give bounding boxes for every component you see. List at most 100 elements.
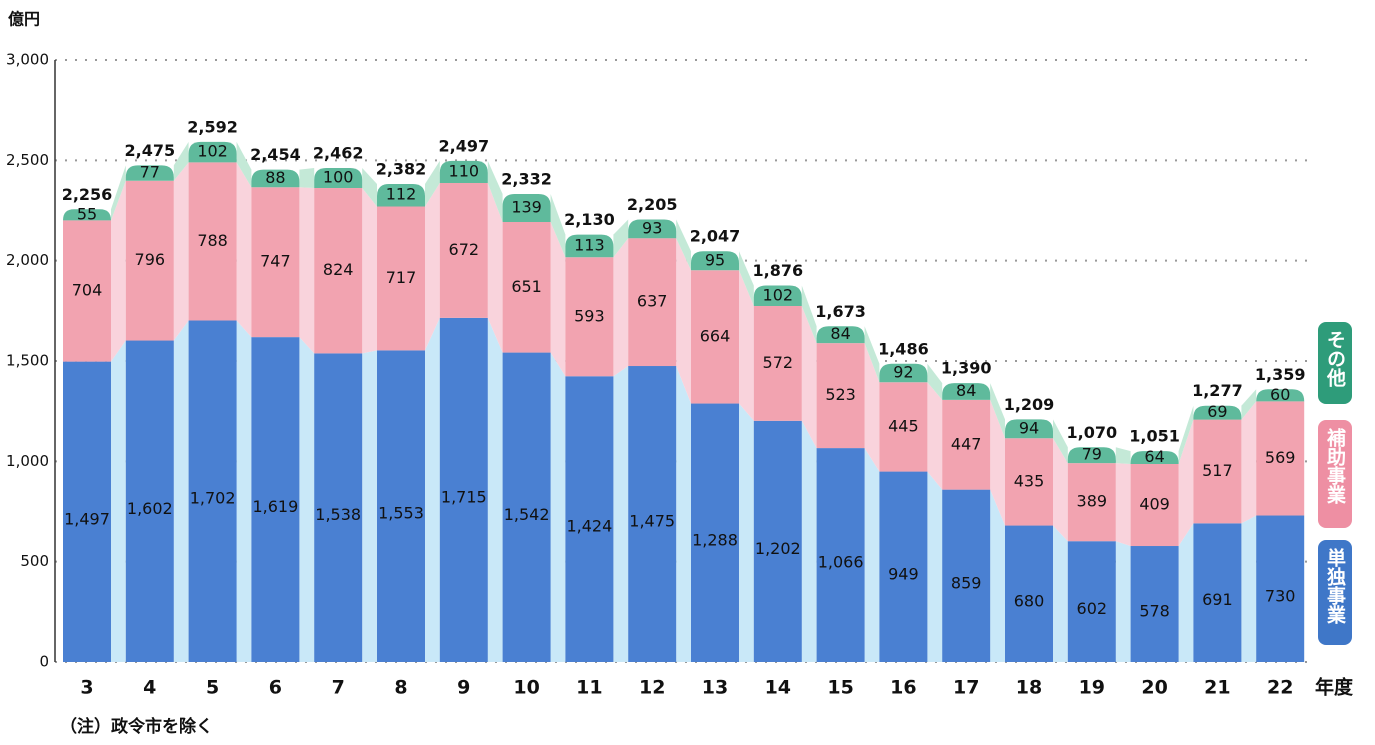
area: [1241, 515, 1257, 662]
x-unit: 年度: [1315, 676, 1354, 699]
value-label: 113: [574, 235, 605, 254]
value-label: 389: [1077, 492, 1108, 511]
value-label: 1,602: [127, 499, 173, 518]
bar-segment: [314, 353, 363, 662]
total-label: 2,332: [501, 170, 552, 189]
area: [1053, 438, 1068, 542]
value-label: 523: [825, 385, 856, 404]
bar-segment: [565, 376, 614, 662]
bar-segment: [879, 363, 928, 383]
legend-label: 補助事業: [1324, 427, 1347, 505]
area: [362, 350, 377, 662]
area: [299, 337, 315, 662]
area: [111, 340, 126, 662]
x-tick-label: 9: [457, 677, 470, 699]
x-tick-label: 14: [765, 677, 791, 699]
total-label: 2,382: [376, 160, 427, 179]
value-label: 84: [956, 381, 976, 400]
legend-label: 単独事業: [1324, 547, 1347, 625]
area: [613, 366, 629, 662]
y-tick-label: 500: [20, 552, 49, 570]
bar-segment: [377, 184, 425, 207]
bar-segment: [628, 366, 677, 662]
bar-segment: [63, 209, 111, 221]
value-label: 1,066: [818, 553, 864, 572]
value-label: 691: [1202, 590, 1233, 609]
bar-segment: [377, 350, 425, 662]
x-tick-label: 11: [576, 677, 602, 699]
value-label: 747: [260, 252, 291, 271]
value-label: 1,702: [190, 489, 236, 508]
bar-segment: [188, 320, 237, 662]
value-label: 112: [386, 185, 417, 204]
area: [487, 317, 503, 662]
bar-segment: [1005, 419, 1053, 439]
area: [425, 160, 440, 207]
value-label: 1,619: [252, 497, 298, 516]
bar-segment: [251, 337, 300, 662]
value-label: 102: [197, 142, 228, 161]
value-label: 569: [1265, 448, 1296, 467]
area: [676, 238, 691, 404]
area: [864, 343, 880, 472]
area: [236, 162, 252, 338]
value-label: 88: [265, 168, 285, 187]
value-label: 435: [1014, 471, 1045, 490]
area: [927, 471, 943, 662]
value-label: 92: [893, 363, 913, 382]
value-label: 651: [511, 277, 542, 296]
y-unit: 億円: [8, 10, 40, 29]
total-label: 2,256: [62, 185, 113, 204]
area: [613, 219, 629, 258]
value-label: 796: [135, 250, 166, 269]
x-tick-label: 8: [394, 677, 407, 699]
area: [487, 160, 503, 222]
total-label: 2,462: [313, 143, 364, 162]
bar-segment: [816, 343, 865, 449]
total-label: 2,454: [250, 145, 301, 164]
bar-segment: [816, 326, 865, 344]
y-tick-label: 3,000: [6, 51, 49, 69]
bar-segment: [63, 361, 111, 662]
area: [173, 162, 189, 341]
area: [676, 219, 691, 271]
x-tick-label: 19: [1079, 677, 1105, 699]
bar-segment: [691, 270, 739, 404]
bar-segment: [502, 221, 551, 353]
total-label: 2,047: [690, 227, 741, 246]
area: [1053, 419, 1068, 464]
bar-segment: [502, 194, 551, 222]
areas: [111, 141, 1257, 662]
value-label: 84: [830, 324, 850, 343]
area: [299, 187, 315, 354]
area: [990, 383, 1005, 439]
x-tick-label: 5: [206, 677, 219, 699]
bar-segment: [314, 188, 363, 354]
area: [739, 251, 754, 307]
bar-segment: [439, 317, 488, 662]
value-label: 95: [705, 250, 725, 269]
area: [990, 399, 1005, 526]
bar-segment: [63, 220, 111, 362]
bar-segment: [125, 180, 174, 341]
value-label: 1,553: [378, 504, 424, 523]
area: [173, 320, 189, 662]
x-tick-label: 18: [1016, 677, 1042, 699]
y-tick-label: 0: [39, 653, 49, 671]
area: [1053, 525, 1068, 662]
bar-segment: [628, 219, 677, 239]
value-label: 64: [1144, 447, 1164, 466]
area: [1178, 419, 1194, 547]
x-tick-label: 20: [1141, 677, 1167, 699]
area: [362, 188, 377, 354]
total-label: 1,359: [1255, 365, 1306, 384]
bar-segment: [251, 187, 300, 338]
value-label: 102: [763, 285, 794, 304]
x-tick-label: 15: [827, 677, 853, 699]
total-label: 1,486: [878, 339, 929, 358]
area: [1178, 405, 1194, 464]
bar-segment: [1256, 401, 1305, 516]
bar-segment: [879, 382, 928, 472]
bar-segment: [377, 206, 425, 351]
